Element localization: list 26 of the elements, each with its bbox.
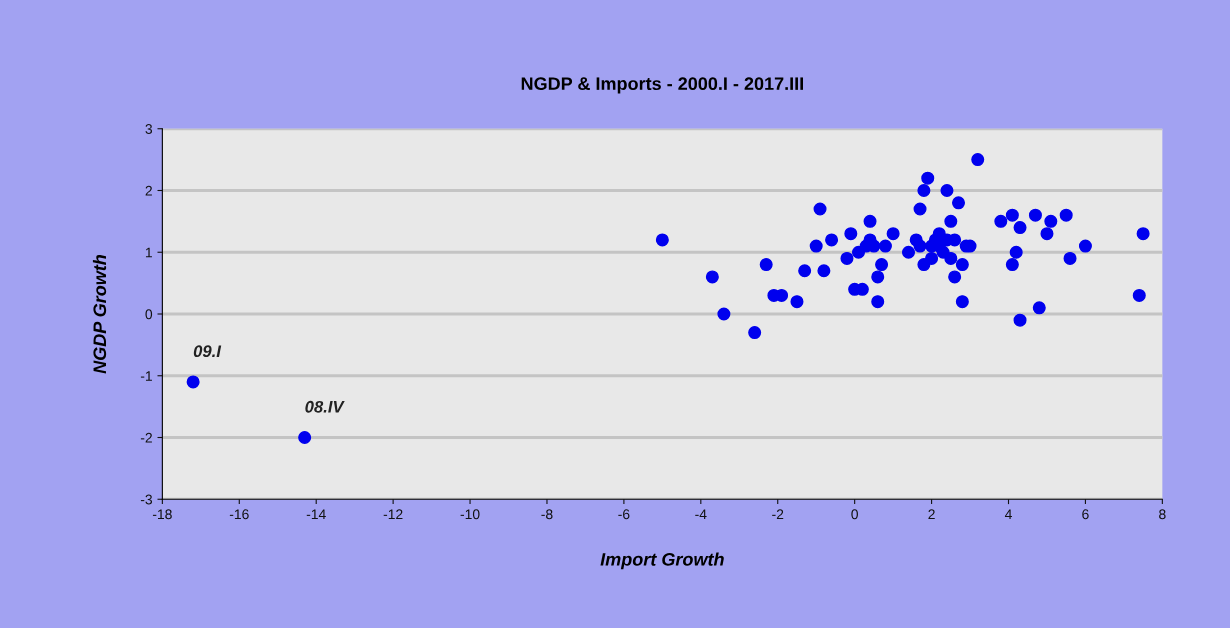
y-tick-label: 1: [145, 247, 152, 258]
x-tick-label: -10: [460, 509, 480, 520]
x-tick-label: 2: [928, 509, 935, 520]
x-tick-label: -14: [306, 509, 326, 520]
y-tick-label: -1: [140, 371, 152, 381]
x-tick-label: -12: [383, 509, 403, 520]
y-tick-label: 0: [145, 309, 153, 320]
y-tick-label: -3: [140, 494, 153, 505]
y-tick-label: 2: [145, 185, 152, 196]
y-tick-label: 3: [145, 124, 153, 134]
x-tick-label: 0: [851, 509, 858, 520]
annotation: 08.IV: [305, 400, 345, 413]
annotation: 09.I: [193, 345, 222, 358]
y-axis-title: NGDP Growth: [92, 254, 107, 374]
x-tick-label: -4: [695, 509, 707, 520]
x-tick-label: -16: [229, 509, 249, 520]
x-tick-label: -6: [618, 509, 630, 520]
x-tick-label: 4: [1004, 509, 1012, 520]
x-tick-label: 8: [1159, 509, 1166, 520]
x-tick-label: -2: [772, 509, 784, 520]
chart-title: NGDP & Imports - 2000.I - 2017.III: [521, 77, 803, 94]
x-axis-title: Import Growth: [600, 552, 724, 570]
x-tick-label: 6: [1082, 509, 1089, 520]
x-tick-label: -18: [152, 509, 172, 520]
y-tick-label: -2: [140, 432, 152, 443]
x-tick-label: -8: [541, 509, 553, 520]
